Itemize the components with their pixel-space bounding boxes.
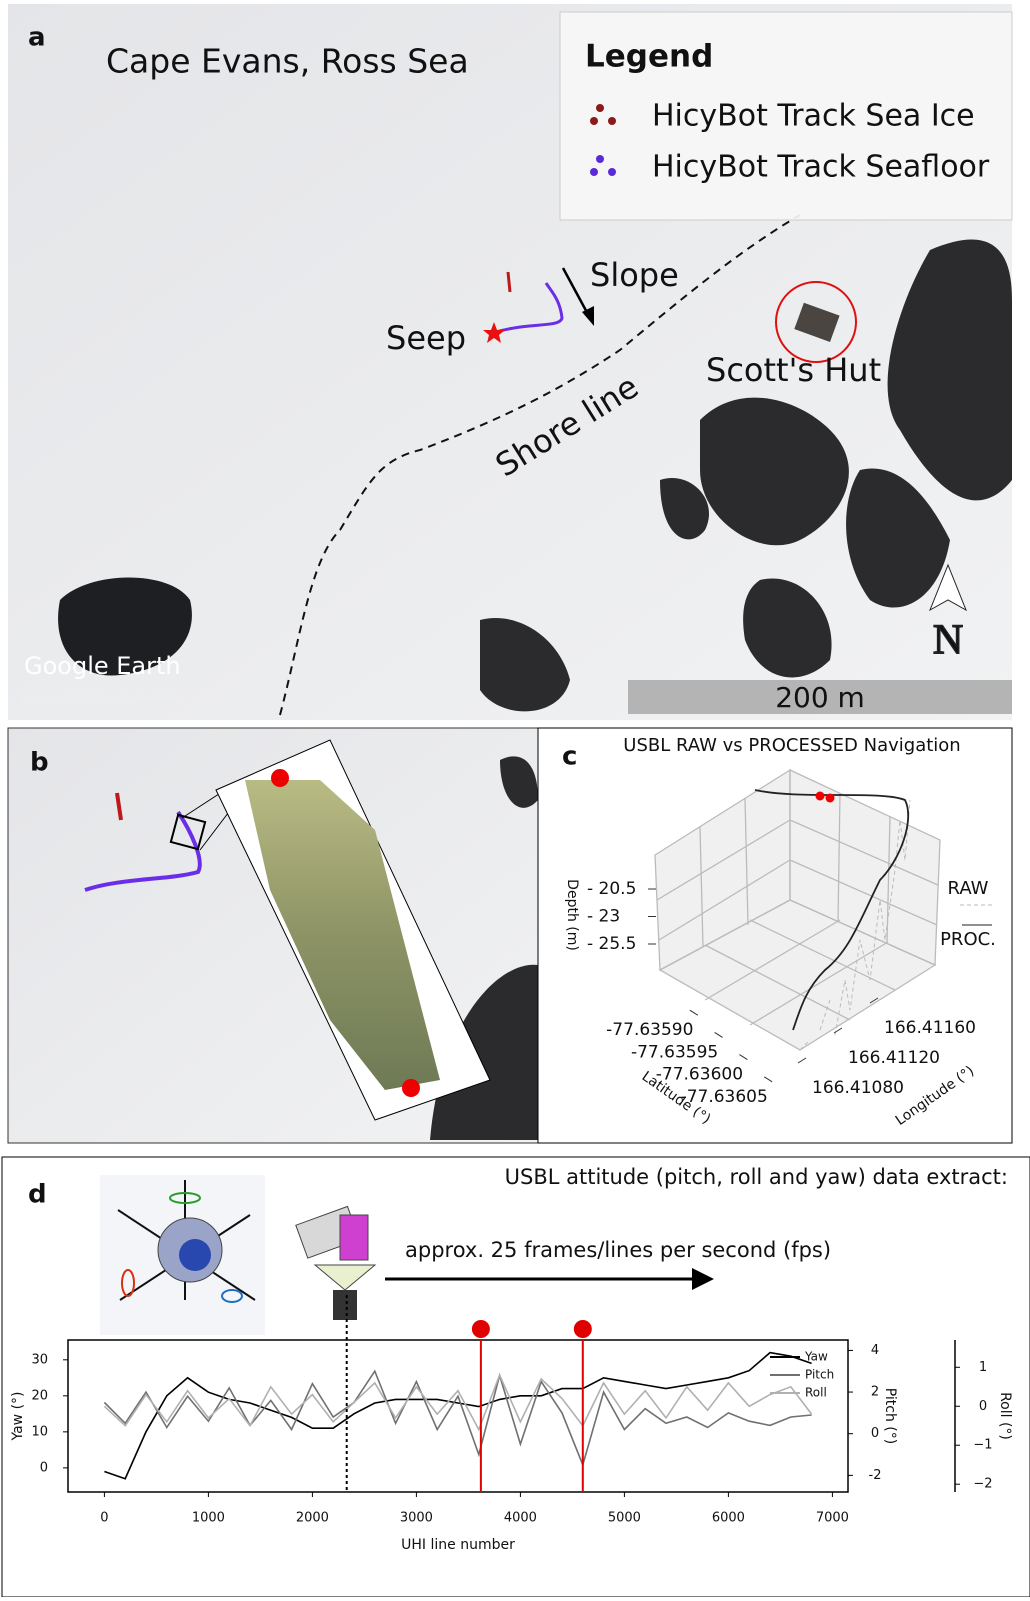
annotation: approx. 25 frames/lines per second (fps) xyxy=(405,1238,831,1262)
y2-axis-label: Pitch (°) xyxy=(882,1388,898,1444)
watermark: Google Earth xyxy=(24,652,181,680)
annotation: Scott's Hut xyxy=(706,351,881,389)
legend-title: Legend xyxy=(585,39,713,75)
x-tick-label: 166.41120 xyxy=(848,1048,940,1068)
y-tick-label: 30 xyxy=(31,1352,48,1367)
x-tick-label: 166.41160 xyxy=(884,1018,976,1038)
annotation: Seep xyxy=(386,319,466,357)
x-tick-label: 6000 xyxy=(712,1511,745,1526)
robot-icon xyxy=(100,1175,265,1335)
y-tick-label: -77.63590 xyxy=(606,1020,693,1040)
start-dot xyxy=(816,792,825,801)
annotation: Slope xyxy=(590,256,679,294)
panel-c: c USBL RAW vs PROCESSED Navigation - 20.5 -… xyxy=(538,728,1012,1143)
y3-tick-label: 0 xyxy=(979,1399,987,1414)
marker-dot xyxy=(574,1320,592,1338)
legend-label: Yaw xyxy=(804,1350,828,1364)
x-tick-label: 1000 xyxy=(192,1511,225,1526)
panel-a: a Cape Evans, Ross Sea Legend HicyBot Tr… xyxy=(8,4,1012,720)
y3-axis-label: Roll (°) xyxy=(997,1392,1013,1440)
chart-title: USBL attitude (pitch, roll and yaw) data… xyxy=(505,1165,1008,1189)
panel-label: d xyxy=(28,1180,47,1210)
y-tick-label: 10 xyxy=(31,1424,48,1439)
z-tick-label: - 23 xyxy=(587,907,620,927)
panel-b: b xyxy=(8,728,538,1143)
y-tick-label: 20 xyxy=(31,1388,48,1403)
y-tick-label: 0 xyxy=(40,1460,48,1475)
y-axis-label: Yaw (°) xyxy=(10,1391,26,1441)
y3-tick-label: −2 xyxy=(973,1477,992,1492)
x-tick-label: 3000 xyxy=(400,1511,433,1526)
chart-title: USBL RAW vs PROCESSED Navigation xyxy=(623,735,960,756)
panel-label: b xyxy=(30,748,49,778)
y-tick-label: -77.63600 xyxy=(656,1065,743,1085)
legend-label: PROC. xyxy=(940,929,996,950)
y2-tick-label: 2 xyxy=(871,1385,879,1400)
x-tick-label: 0 xyxy=(100,1511,108,1526)
sea-ice-track xyxy=(508,272,510,292)
x-tick-label: 7000 xyxy=(816,1511,849,1526)
x-tick-label: 2000 xyxy=(296,1511,329,1526)
credit: Image © 2025 Maxar Technologies xyxy=(22,694,179,704)
legend-item: HicyBot Track Sea Ice xyxy=(652,99,975,134)
x-tick-label: 5000 xyxy=(608,1511,641,1526)
x-axis-label: UHI line number xyxy=(401,1537,515,1553)
map-title: Cape Evans, Ross Sea xyxy=(106,42,469,81)
panel-d: d USBL attitude (pitch, roll and yaw) dat… xyxy=(2,1157,1030,1597)
legend-label: Pitch xyxy=(805,1368,834,1382)
start-dot xyxy=(271,769,289,787)
north-label: N xyxy=(933,618,963,664)
figure: a Cape Evans, Ross Sea Legend HicyBot Tr… xyxy=(0,0,1030,1597)
end-dot xyxy=(826,794,835,803)
z-tick-label: - 25.5 xyxy=(587,934,636,954)
z-axis-label: Depth (m) xyxy=(564,879,580,951)
panel-label: a xyxy=(28,23,46,53)
y2-tick-label: -2 xyxy=(869,1468,882,1483)
legend-label: Roll xyxy=(805,1386,827,1400)
y-tick-label: -77.63595 xyxy=(631,1042,718,1062)
scale-label: 200 m xyxy=(775,681,865,714)
z-tick-label: - 20.5 xyxy=(587,879,636,899)
legend-label: RAW xyxy=(948,878,989,899)
y2-tick-label: 0 xyxy=(871,1426,879,1441)
x-tick-label: 166.41080 xyxy=(812,1078,904,1098)
y3-tick-label: −1 xyxy=(973,1438,992,1453)
end-dot xyxy=(402,1079,420,1097)
legend-item: HicyBot Track Seafloor xyxy=(652,150,990,185)
y3-tick-label: 1 xyxy=(979,1360,987,1375)
panel-label: c xyxy=(562,742,577,772)
x-tick-label: 4000 xyxy=(504,1511,537,1526)
y2-tick-label: 4 xyxy=(871,1343,879,1358)
marker-dot xyxy=(472,1320,490,1338)
